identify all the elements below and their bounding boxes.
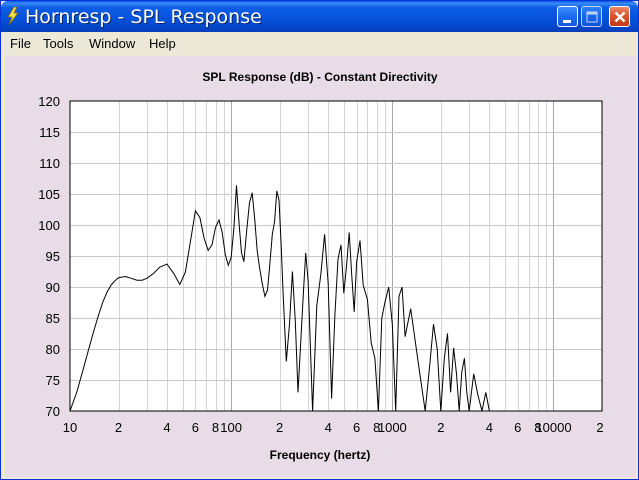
x-tick-label: 2 <box>115 420 122 435</box>
y-tick-label: 75 <box>46 373 60 388</box>
x-tick-label: 10000 <box>535 420 571 435</box>
spl-curve <box>69 185 490 412</box>
y-tick-label: 120 <box>38 94 60 109</box>
x-tick-label: 6 <box>192 420 199 435</box>
menu-window[interactable]: Window <box>89 36 136 51</box>
x-tick-label: 1000 <box>378 420 407 435</box>
chart-area: SPL Response (dB) - Constant Directivity… <box>5 56 636 477</box>
y-tick-label: 85 <box>46 311 60 326</box>
x-tick-label: 2 <box>596 420 603 435</box>
window-title: Hornresp - SPL Response <box>25 6 262 28</box>
x-tick-label: 4 <box>163 420 170 435</box>
menu-file[interactable]: File <box>10 36 31 51</box>
y-tick-label: 105 <box>38 187 60 202</box>
x-tick-label: 2 <box>437 420 444 435</box>
chart-title: SPL Response (dB) - Constant Directivity <box>202 70 437 84</box>
y-axis-labels: 120 115 110 105 100 95 90 85 80 75 70 <box>38 94 60 419</box>
plot-border <box>69 100 603 412</box>
y-tick-label: 80 <box>46 342 60 357</box>
menu-bar: File Tools Window Help <box>1 32 638 54</box>
x-axis-title: Frequency (hertz) <box>270 448 371 462</box>
x-tick-label: 4 <box>325 420 332 435</box>
lightning-icon[interactable] <box>5 7 21 25</box>
spl-chart: SPL Response (dB) - Constant Directivity… <box>38 70 604 462</box>
y-tick-label: 110 <box>39 156 60 171</box>
x-tick-label: 2 <box>276 420 283 435</box>
x-tick-label: 4 <box>486 420 493 435</box>
title-bar[interactable]: Hornresp - SPL Response <box>1 1 638 32</box>
y-tick-label: 100 <box>38 218 60 233</box>
x-tick-label: 6 <box>353 420 360 435</box>
grid-lines <box>70 101 602 411</box>
x-tick-label: 10 <box>63 420 77 435</box>
y-tick-label: 95 <box>46 249 60 264</box>
maximize-icon <box>586 11 598 23</box>
y-tick-label: 115 <box>39 125 60 140</box>
x-tick-label: 8 <box>373 420 380 435</box>
menu-help[interactable]: Help <box>149 36 176 51</box>
maximize-button[interactable] <box>581 6 602 27</box>
menu-tools[interactable]: Tools <box>43 36 74 51</box>
close-button[interactable] <box>609 6 630 27</box>
y-tick-label: 90 <box>46 280 60 295</box>
minimize-icon <box>563 20 571 23</box>
x-tick-label: 100 <box>220 420 242 435</box>
minimize-button[interactable] <box>557 6 578 27</box>
x-tick-label: 8 <box>212 420 219 435</box>
x-tick-label: 6 <box>514 420 521 435</box>
y-tick-label: 70 <box>46 404 60 419</box>
close-icon <box>614 11 626 23</box>
x-tick-label: 8 <box>534 420 541 435</box>
